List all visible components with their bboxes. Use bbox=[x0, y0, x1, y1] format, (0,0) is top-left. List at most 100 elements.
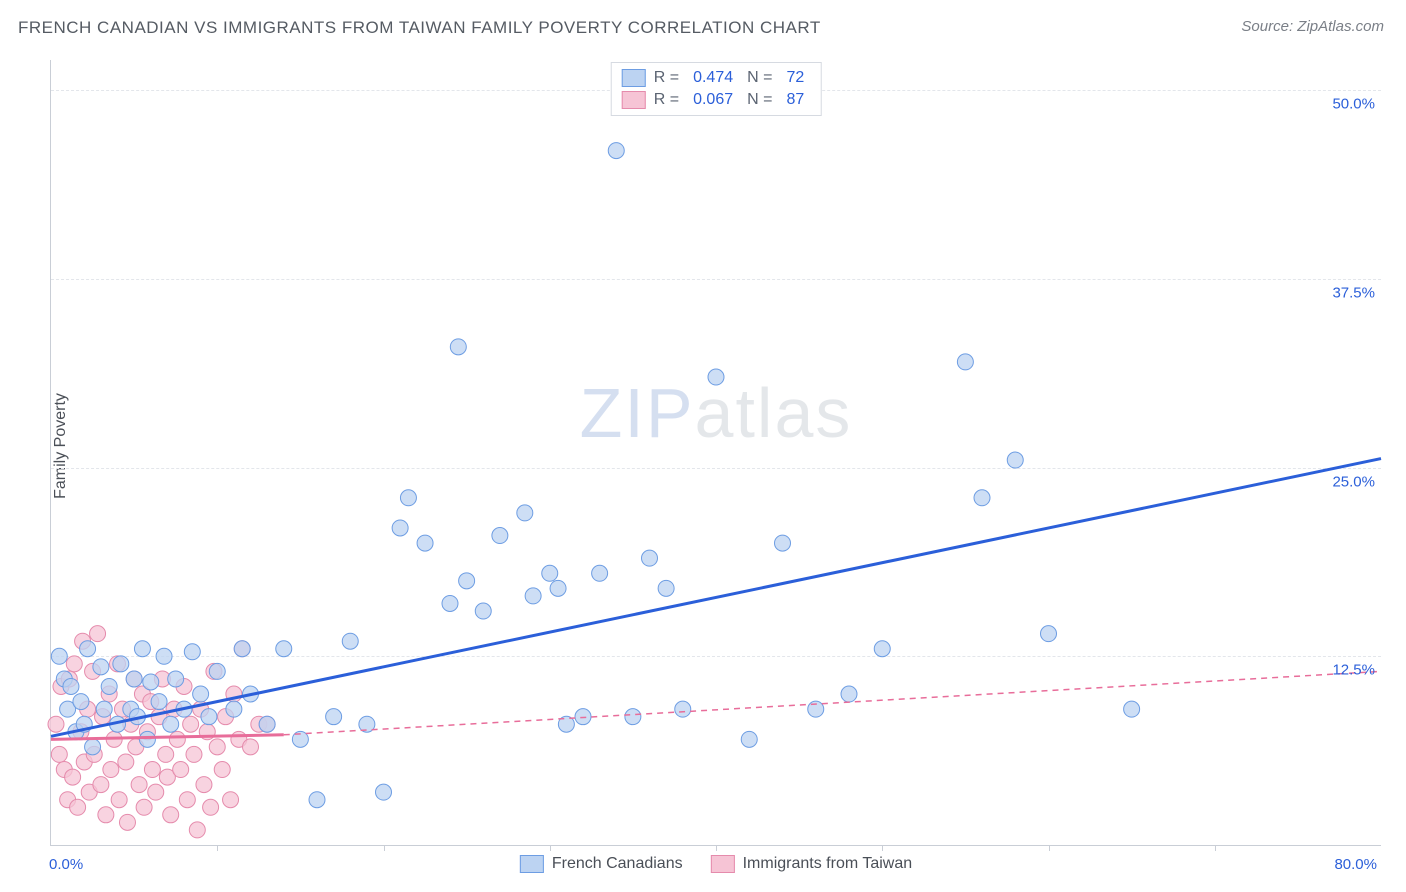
data-point bbox=[957, 354, 973, 370]
data-point bbox=[708, 369, 724, 385]
data-point bbox=[223, 792, 239, 808]
data-point bbox=[158, 746, 174, 762]
x-tick-mark bbox=[217, 845, 218, 851]
data-point bbox=[134, 641, 150, 657]
data-point bbox=[974, 490, 990, 506]
data-point bbox=[103, 762, 119, 778]
data-point bbox=[93, 659, 109, 675]
data-point bbox=[608, 143, 624, 159]
y-tick-label: 50.0% bbox=[1332, 96, 1375, 113]
data-point bbox=[156, 648, 172, 664]
data-point bbox=[168, 671, 184, 687]
data-point bbox=[326, 709, 342, 725]
data-point bbox=[234, 641, 250, 657]
data-point bbox=[111, 792, 127, 808]
series-1-label: French Canadians bbox=[552, 855, 683, 873]
data-point bbox=[376, 784, 392, 800]
data-point bbox=[203, 799, 219, 815]
data-point bbox=[70, 799, 86, 815]
data-point bbox=[186, 746, 202, 762]
y-tick-label: 25.0% bbox=[1332, 473, 1375, 490]
data-point bbox=[101, 678, 117, 694]
data-point bbox=[184, 644, 200, 660]
data-point bbox=[136, 799, 152, 815]
data-point bbox=[517, 505, 533, 521]
x-tick-mark bbox=[716, 845, 717, 851]
data-point bbox=[148, 784, 164, 800]
data-point bbox=[775, 535, 791, 551]
data-point bbox=[193, 686, 209, 702]
x-tick-mark bbox=[1215, 845, 1216, 851]
data-point bbox=[1041, 626, 1057, 642]
data-point bbox=[51, 648, 67, 664]
data-point bbox=[1007, 452, 1023, 468]
data-point bbox=[874, 641, 890, 657]
data-point bbox=[93, 777, 109, 793]
data-point bbox=[90, 626, 106, 642]
data-point bbox=[179, 792, 195, 808]
data-point bbox=[173, 762, 189, 778]
data-point bbox=[126, 671, 142, 687]
data-point bbox=[163, 807, 179, 823]
data-point bbox=[542, 565, 558, 581]
data-point bbox=[169, 731, 185, 747]
data-point bbox=[151, 694, 167, 710]
source-name: ZipAtlas.com bbox=[1297, 18, 1384, 35]
data-point bbox=[442, 595, 458, 611]
data-point bbox=[201, 709, 217, 725]
data-point bbox=[66, 656, 82, 672]
data-point bbox=[492, 528, 508, 544]
data-point bbox=[243, 739, 259, 755]
data-point bbox=[450, 339, 466, 355]
data-point bbox=[1124, 701, 1140, 717]
x-tick-mark bbox=[882, 845, 883, 851]
data-point bbox=[51, 746, 67, 762]
data-point bbox=[98, 807, 114, 823]
data-point bbox=[80, 641, 96, 657]
trend-line bbox=[51, 459, 1381, 737]
swatch-bottom-2 bbox=[711, 855, 735, 873]
data-point bbox=[592, 565, 608, 581]
x-tick-mark bbox=[550, 845, 551, 851]
data-point bbox=[309, 792, 325, 808]
data-point bbox=[276, 641, 292, 657]
data-point bbox=[400, 490, 416, 506]
data-point bbox=[259, 716, 275, 732]
legend-item-series-1: French Canadians bbox=[520, 855, 683, 873]
data-point bbox=[48, 716, 64, 732]
legend-item-series-2: Immigrants from Taiwan bbox=[711, 855, 913, 873]
data-point bbox=[841, 686, 857, 702]
data-point bbox=[144, 762, 160, 778]
data-point bbox=[625, 709, 641, 725]
data-point bbox=[658, 580, 674, 596]
data-point bbox=[675, 701, 691, 717]
data-point bbox=[118, 754, 134, 770]
data-point bbox=[65, 769, 81, 785]
data-point bbox=[226, 701, 242, 717]
source-label: Source: bbox=[1241, 18, 1297, 35]
data-point bbox=[392, 520, 408, 536]
data-point bbox=[139, 731, 155, 747]
data-point bbox=[550, 580, 566, 596]
y-tick-label: 37.5% bbox=[1332, 284, 1375, 301]
x-axis-min-label: 0.0% bbox=[49, 856, 83, 873]
y-tick-label: 12.5% bbox=[1332, 662, 1375, 679]
data-point bbox=[475, 603, 491, 619]
swatch-bottom-1 bbox=[520, 855, 544, 873]
data-point bbox=[209, 663, 225, 679]
trend-line bbox=[284, 671, 1381, 734]
data-point bbox=[85, 739, 101, 755]
plot-area: ZIPatlas R = 0.474 N = 72 R = 0.067 N = … bbox=[50, 60, 1381, 846]
data-point bbox=[119, 814, 135, 830]
scatter-svg bbox=[51, 60, 1381, 845]
data-point bbox=[459, 573, 475, 589]
x-axis-max-label: 80.0% bbox=[1334, 856, 1377, 873]
data-point bbox=[163, 716, 179, 732]
data-point bbox=[189, 822, 205, 838]
data-point bbox=[143, 674, 159, 690]
source-attribution: Source: ZipAtlas.com bbox=[1241, 18, 1384, 35]
data-point bbox=[96, 701, 112, 717]
data-point bbox=[214, 762, 230, 778]
chart-title: FRENCH CANADIAN VS IMMIGRANTS FROM TAIWA… bbox=[18, 18, 821, 38]
data-point bbox=[209, 739, 225, 755]
